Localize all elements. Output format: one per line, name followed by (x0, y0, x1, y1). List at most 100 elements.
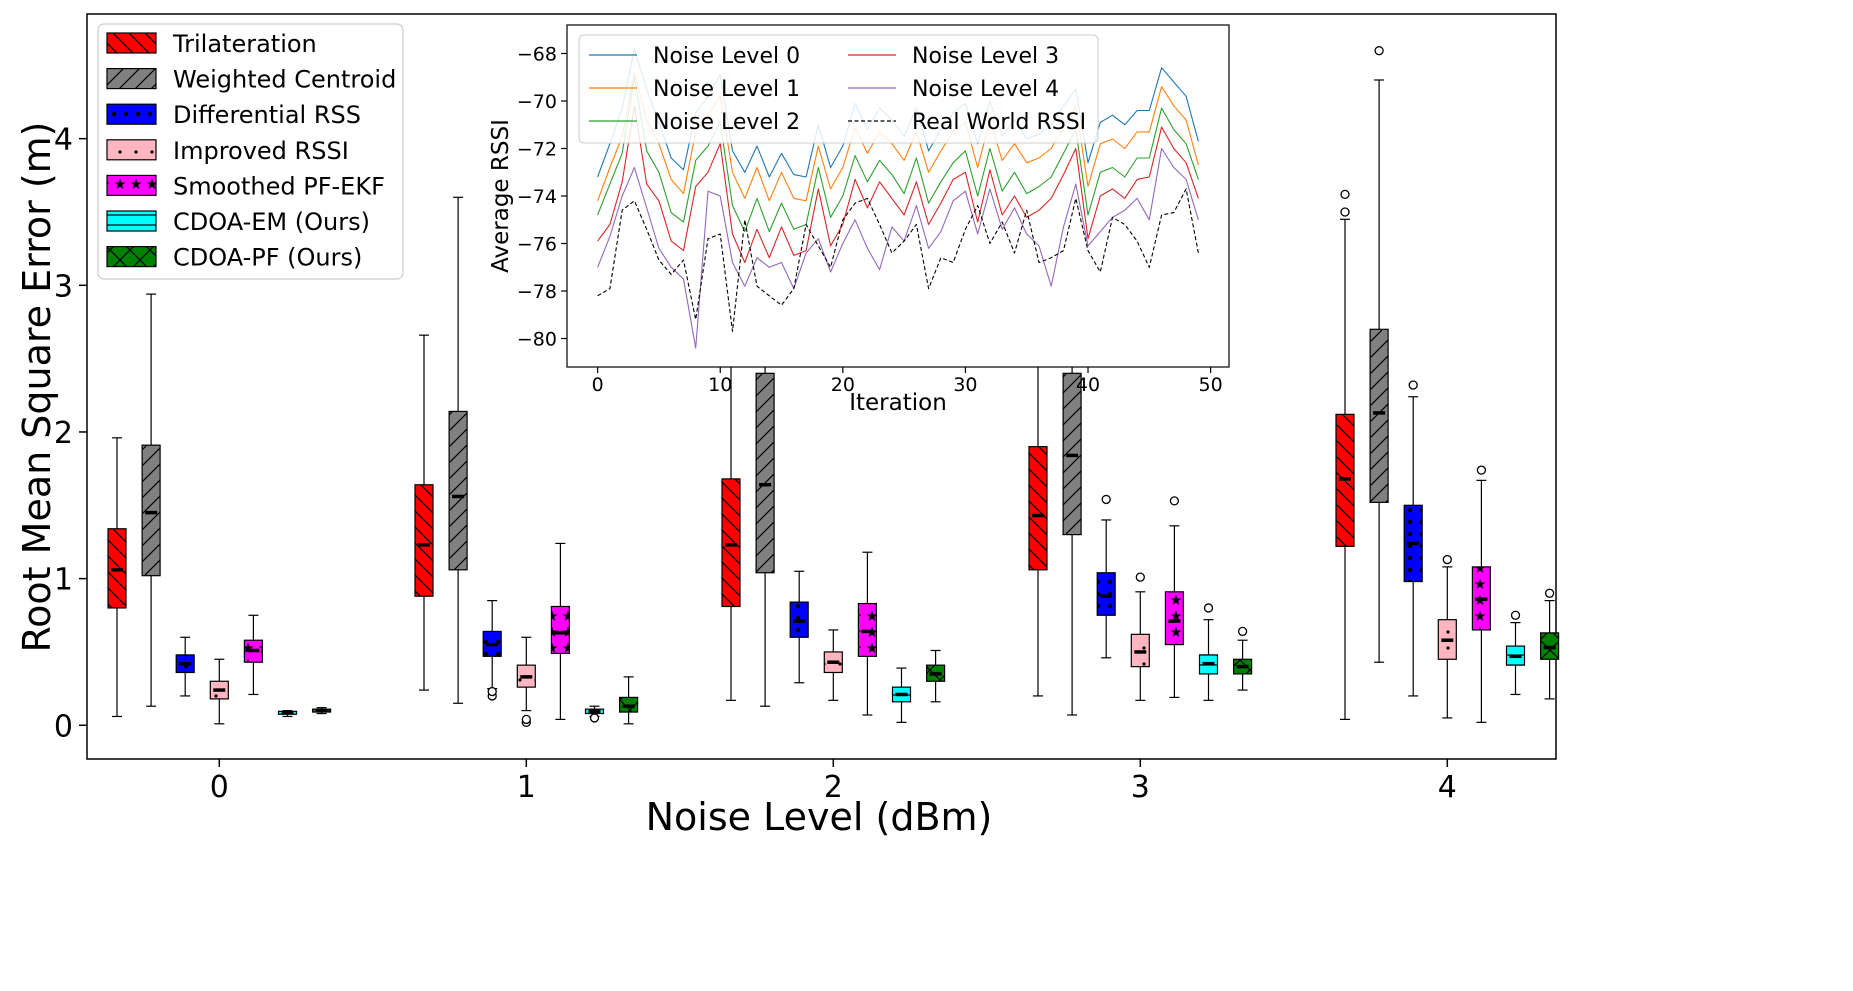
inset-y-tick-label: −72 (517, 139, 557, 161)
box-cdoa-em-ours-noise-0 (277, 710, 298, 718)
inset-y-tick-label: −78 (517, 281, 557, 303)
outlier-point (1544, 588, 1555, 598)
box-trilateration-noise-4 (1335, 189, 1355, 721)
inset-line-noise-level-3 (597, 105, 1199, 264)
outlier-point (487, 686, 497, 697)
box-cdoa-em-ours-noise-3 (1198, 603, 1219, 701)
legend-entry-trilateration: Trilateration (106, 30, 317, 58)
legend-label: Differential RSS (173, 101, 361, 129)
box-weighted-centroid-noise-3 (1062, 94, 1082, 716)
box-hatch (1029, 446, 1047, 570)
box-smoothed-pf-ekf-noise-3 (1164, 496, 1185, 699)
main-x-tick-label: 4 (1438, 770, 1457, 805)
box-hatch (142, 445, 161, 576)
inset-x-tick-label: 20 (831, 374, 855, 396)
box-cdoa-pf-ours-noise-3 (1232, 626, 1253, 691)
inset-y-axis: −80 −78 −76 −74 −72 −70 −68 (517, 44, 567, 351)
box-hatch (1165, 591, 1184, 645)
inset-legend-label: Noise Level 4 (912, 77, 1059, 102)
box-hatch (1097, 572, 1116, 616)
inset-legend-entry-noise-level-0: Noise Level 0 (589, 44, 800, 69)
main-legend: Trilateration Weighted Centroid Differenti… (106, 30, 396, 272)
outlier-point (1203, 603, 1214, 613)
main-x-tick-label: 2 (824, 770, 843, 805)
inset-legend-entry-noise-level-3: Noise Level 3 (848, 44, 1059, 69)
box-weighted-centroid-noise-4 (1369, 46, 1389, 663)
inset-legend-label: Noise Level 0 (653, 44, 800, 69)
main-x-axis: 0 1 2 3 4 (210, 759, 1457, 805)
legend-swatch-hatch (107, 211, 156, 231)
legend-entry-cdoa-em-ours: CDOA-EM (Ours) (106, 208, 370, 236)
inset-legend-entry-real-world-rssi: Real World RSSI (848, 110, 1086, 135)
box-weighted-centroid-noise-2 (755, 94, 775, 707)
outlier-point (521, 714, 531, 725)
box-differential-rss-noise-4 (1403, 380, 1423, 697)
inset-y-axis-label: Average RSSI (488, 119, 514, 273)
legend-entry-smoothed-pf-ekf: Smoothed PF-EKF (106, 172, 385, 200)
legend-label: Trilateration (172, 30, 317, 58)
inset-x-axis-label: Iteration (849, 390, 947, 416)
box-hatch (722, 478, 740, 607)
main-y-axis: 0 1 2 3 4 (54, 123, 87, 744)
outlier-point (1408, 380, 1418, 390)
inset-y-tick-label: −76 (517, 234, 557, 256)
box-trilateration-noise-0 (107, 437, 127, 718)
outlier-point (1135, 572, 1145, 582)
main-x-tick-label: 1 (517, 770, 536, 805)
legend-label: Improved RSSI (173, 137, 349, 165)
box-smoothed-pf-ekf-noise-2 (857, 551, 878, 716)
inset-x-tick-label: 30 (953, 374, 977, 396)
legend-swatch-hatch (107, 139, 156, 160)
main-y-tick-label: 4 (54, 123, 73, 158)
inset-line-real-world-rssi (597, 188, 1199, 332)
box-hatch (449, 411, 468, 570)
main-x-axis-label: Noise Level (dBm) (646, 795, 993, 839)
main-x-tick-label: 0 (210, 770, 229, 805)
outlier-point (1169, 496, 1180, 506)
main-y-tick-label: 3 (54, 269, 73, 304)
inset-legend-entry-noise-level-1: Noise Level 1 (589, 77, 800, 102)
box-hatch (551, 606, 570, 654)
legend-label: CDOA-EM (Ours) (173, 208, 370, 236)
legend-entry-differential-rss: Differential RSS (106, 101, 361, 129)
box-cdoa-em-ours-noise-4 (1505, 610, 1526, 696)
box-cdoa-em-ours-noise-1 (584, 705, 605, 723)
box-differential-rss-noise-3 (1096, 494, 1116, 659)
box-smoothed-pf-ekf-noise-0 (243, 614, 263, 696)
legend-label: Weighted Centroid (173, 66, 396, 94)
outlier-point (1442, 554, 1452, 565)
box-cdoa-em-ours-noise-2 (891, 667, 912, 723)
legend-swatch-hatch (107, 246, 156, 267)
inset-line-noise-level-2 (597, 76, 1199, 233)
box-differential-rss-noise-1 (482, 600, 502, 701)
inset-y-tick-label: −68 (517, 44, 557, 66)
outlier-point (1374, 46, 1384, 56)
legend-label: CDOA-PF (Ours) (173, 244, 362, 272)
box-differential-rss-noise-0 (175, 636, 195, 697)
series-improved-rssi (209, 554, 1457, 727)
main-y-tick-label: 1 (54, 563, 73, 598)
outlier-point (1340, 189, 1350, 200)
inset-legend: Noise Level 0 Noise Level 1 Noise Level 2 N… (589, 44, 1086, 135)
box-improved-rssi-noise-4 (1437, 554, 1457, 719)
inset-y-tick-label: −74 (517, 186, 557, 208)
box-weighted-centroid-noise-0 (141, 293, 161, 707)
inset-line-noise-level-4 (597, 147, 1199, 349)
box-improved-rssi-noise-2 (823, 629, 843, 701)
inset-x-axis: 0 10 20 30 40 50 (592, 367, 1223, 396)
box-differential-rss-noise-2 (789, 570, 809, 684)
series-differential-rss (175, 380, 1423, 701)
inset-legend-frame (578, 34, 1099, 144)
legend-label: Smoothed PF-EKF (173, 172, 385, 200)
legend-swatch-hatch (107, 68, 156, 89)
outlier-point (589, 713, 600, 723)
box-smoothed-pf-ekf-noise-4 (1471, 465, 1492, 723)
inset-x-tick-label: 0 (592, 374, 604, 396)
legend-swatch-hatch (107, 175, 156, 196)
box-hatch (756, 373, 775, 573)
legend-swatch-hatch (107, 33, 156, 53)
box-trilateration-noise-1 (414, 334, 434, 691)
inset-legend-entry-noise-level-2: Noise Level 2 (589, 110, 800, 135)
outlier-point (1340, 207, 1350, 217)
